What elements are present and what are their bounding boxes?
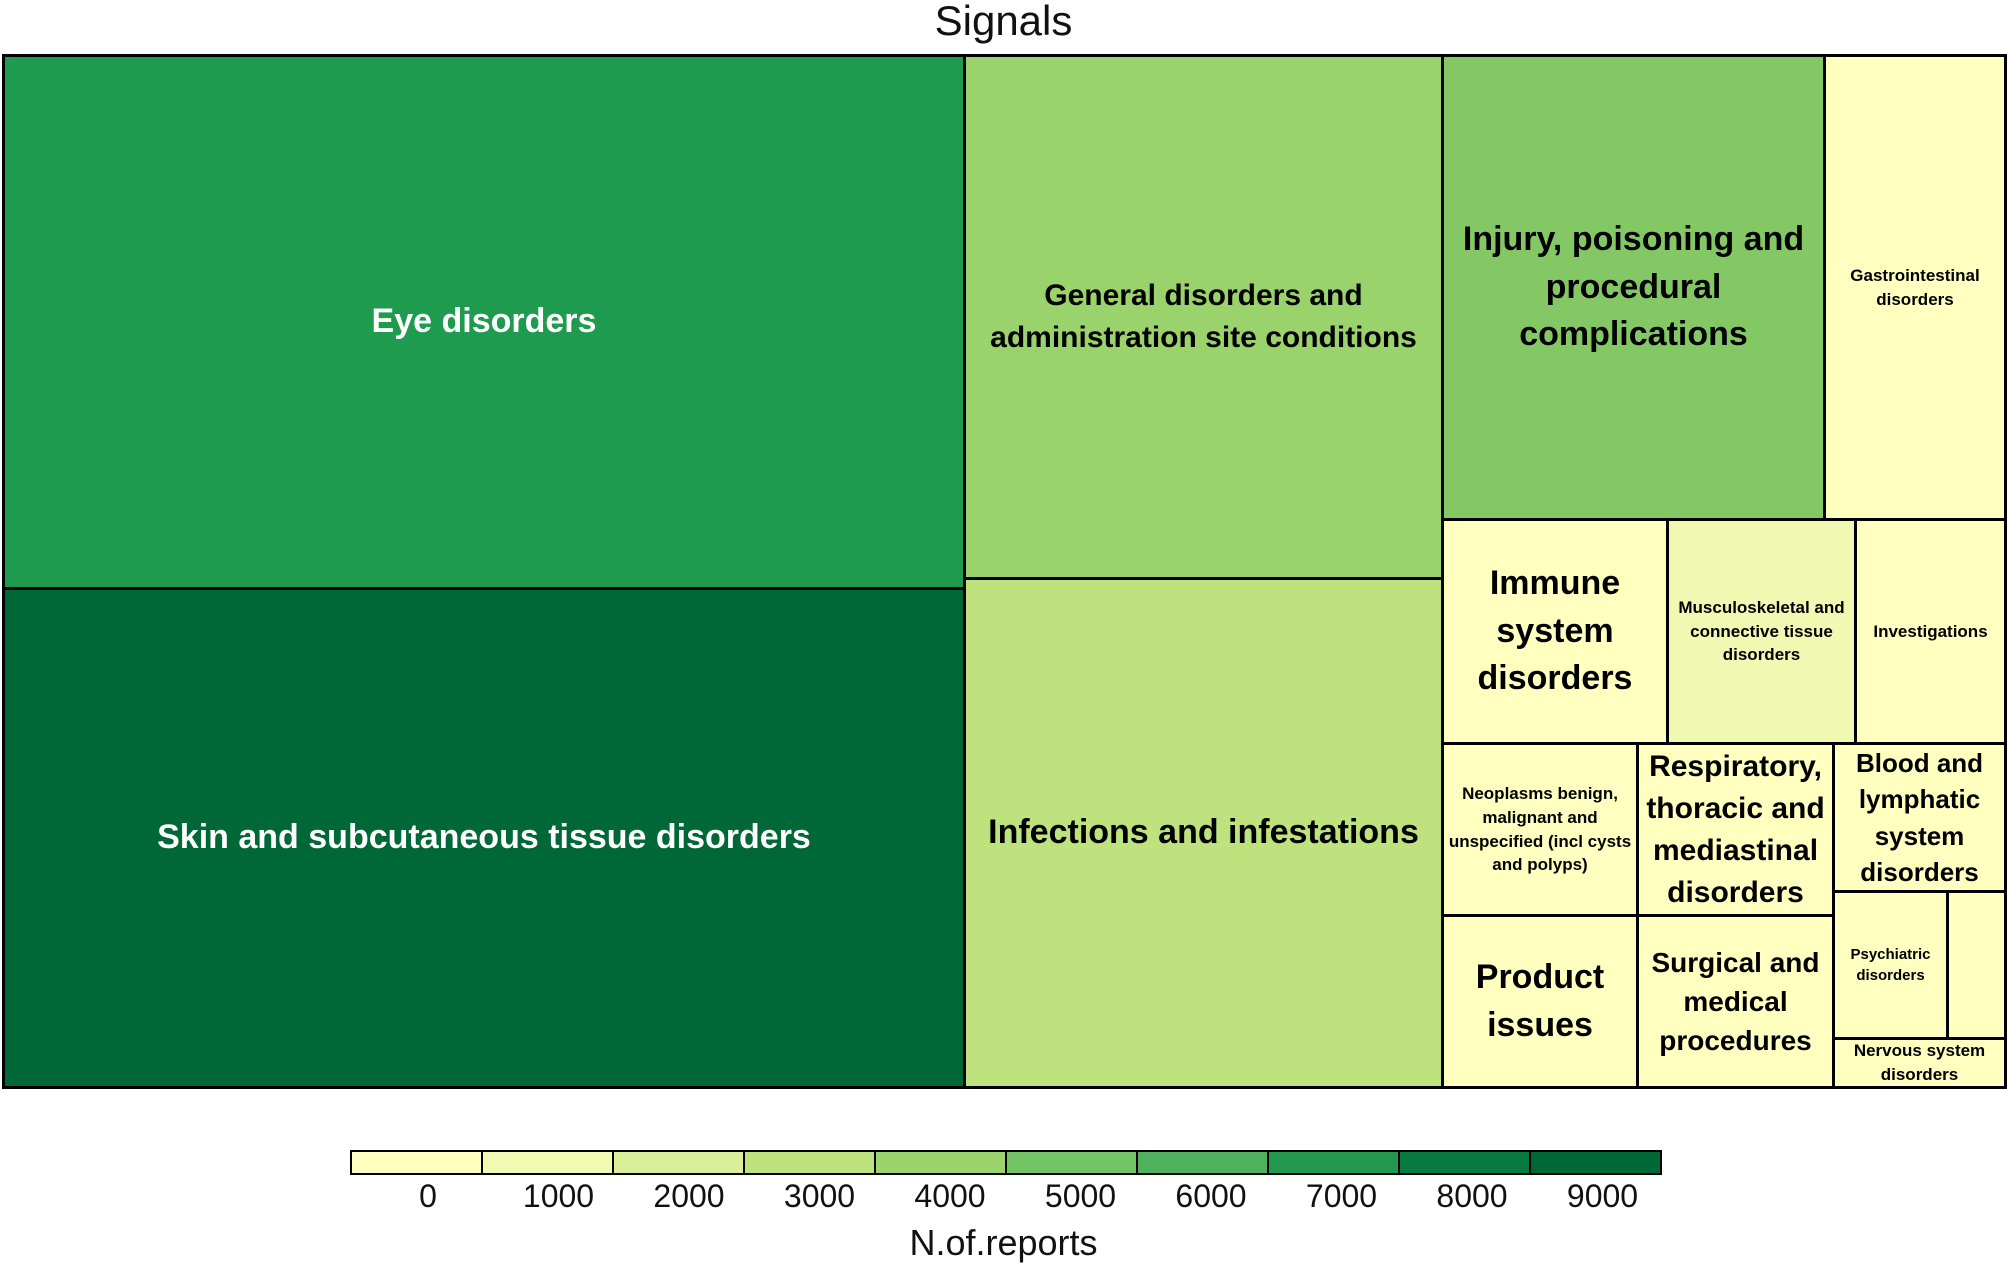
treemap-tile: Neoplasms benign, malignant and unspecif… <box>1441 742 1639 917</box>
treemap-tile: Immune system disorders <box>1441 518 1669 745</box>
tile-label: Nervous system disorders <box>1853 1041 1986 1084</box>
tile-label: Blood and lymphatic system disorders <box>1855 747 1984 887</box>
legend-swatch <box>612 1150 745 1175</box>
treemap-tile: Infections and infestations <box>963 577 1444 1089</box>
legend-tick-label: 6000 <box>1175 1178 1247 1214</box>
treemap-tile: Surgical and medical procedures <box>1636 914 1835 1089</box>
legend-tick-label: 9000 <box>1566 1178 1639 1214</box>
treemap-tile: Respiratory, thoracic and mediastinal di… <box>1636 742 1835 917</box>
legend-swatch <box>1136 1150 1269 1175</box>
tile-label: General disorders and administration sit… <box>990 279 1417 354</box>
legend-swatch <box>1529 1150 1662 1175</box>
legend-swatch <box>481 1150 614 1175</box>
legend-tick-label: 7000 <box>1305 1178 1378 1214</box>
treemap-tile: General disorders and administration sit… <box>963 54 1444 580</box>
tile-label: Psychiatric disorders <box>1850 946 1931 984</box>
treemap-tile <box>1946 890 2007 1040</box>
legend-tick-label: 2000 <box>653 1178 725 1214</box>
tile-label: Respiratory, thoracic and mediastinal di… <box>1646 749 1825 909</box>
tile-label: Neoplasms benign, malignant and unspecif… <box>1448 783 1632 875</box>
treemap-tile: Eye disorders <box>2 54 966 590</box>
tile-label: Investigations <box>1873 621 1988 641</box>
legend-title: N.of.reports <box>909 1222 1098 1263</box>
tile-label: Skin and subcutaneous tissue disorders <box>157 818 811 857</box>
legend-tick-label: 3000 <box>783 1178 856 1214</box>
tile-label: Infections and infestations <box>988 813 1419 852</box>
treemap-tile: Product issues <box>1441 914 1639 1089</box>
tile-label: Surgical and medical procedures <box>1651 946 1820 1057</box>
legend-swatch <box>874 1150 1007 1175</box>
treemap-tile: Psychiatric disorders <box>1832 890 1949 1040</box>
tile-label: Gastrointestinal disorders <box>1850 265 1980 309</box>
tile-label: Injury, poisoning and procedural complic… <box>1462 220 1805 354</box>
legend-swatch <box>743 1150 876 1175</box>
treemap-tile: Blood and lymphatic system disorders <box>1832 742 2007 893</box>
legend-swatch <box>1005 1150 1138 1175</box>
treemap-tile: Musculoskeletal and connective tissue di… <box>1666 518 1857 745</box>
legend-swatch <box>1267 1150 1400 1175</box>
tile-label: Eye disorders <box>371 302 597 341</box>
treemap-tile: Gastrointestinal disorders <box>1823 54 2007 521</box>
tile-label: Product issues <box>1475 957 1605 1044</box>
legend-tick-label: 5000 <box>1044 1178 1117 1214</box>
legend-tick-label: 1000 <box>522 1178 595 1214</box>
treemap-tile: Nervous system disorders <box>1832 1037 2007 1089</box>
treemap-tile: Investigations <box>1854 518 2007 745</box>
treemap-tile: Skin and subcutaneous tissue disorders <box>2 587 966 1089</box>
tile-label: Musculoskeletal and connective tissue di… <box>1678 597 1845 665</box>
legend-tick-label: 4000 <box>914 1178 986 1214</box>
legend-swatch <box>350 1150 483 1175</box>
legend-tick-label: 0 <box>419 1178 437 1214</box>
legend-tick-label: 8000 <box>1436 1178 1508 1214</box>
legend-swatch <box>1398 1150 1531 1175</box>
tile-label: Immune system disorders <box>1477 564 1633 698</box>
treemap-tile: Injury, poisoning and procedural complic… <box>1441 54 1826 521</box>
chart-title: Signals <box>934 0 1073 44</box>
